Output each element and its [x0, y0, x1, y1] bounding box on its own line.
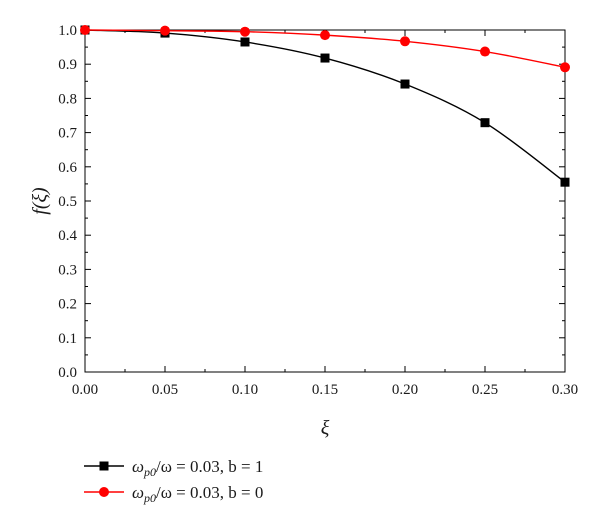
x-tick-label: 0.15 [312, 382, 338, 398]
data-point-circle [560, 62, 570, 73]
y-tick-label: 0.7 [58, 126, 77, 142]
x-axis-title: ξ [321, 417, 330, 439]
data-point-square [560, 177, 570, 187]
data-point-circle [80, 25, 90, 35]
data-point-circle [320, 30, 330, 41]
legend-label-subscript: p0 [143, 491, 156, 505]
y-tick-label: 0.2 [58, 297, 77, 313]
y-tick-label: 0.9 [58, 57, 77, 73]
y-tick-label: 1.0 [58, 23, 77, 39]
x-tick-label: 0.20 [392, 382, 418, 398]
data-point-circle [400, 36, 410, 47]
x-tick-label: 0.30 [552, 382, 578, 398]
y-tick-label: 0.5 [58, 194, 77, 210]
y-tick-label: 0.6 [58, 160, 77, 176]
series-2 [80, 25, 570, 73]
data-point-square [400, 79, 410, 89]
legend-item-2: ωp0/ω = 0.03, b = 0 [84, 483, 263, 505]
legend-label: ωp0/ω = 0.03, b = 1 [132, 457, 263, 479]
x-tick-label: 0.25 [472, 382, 498, 398]
legend-marker-square [99, 461, 109, 471]
series-1 [80, 25, 570, 187]
data-point-circle [160, 25, 170, 36]
x-tick-label: 0.05 [152, 382, 178, 398]
data-point-square [480, 118, 490, 128]
y-axis-ticks: 0.0 0.1 0.2 0.3 0.4 0.5 0.6 0.7 0.8 0.9 1.0 [58, 23, 565, 381]
series-layer [80, 25, 570, 187]
data-point-circle [480, 46, 490, 57]
y-tick-label: 0.8 [58, 91, 77, 107]
legend-label-rest: /ω = 0.03, b = 0 [156, 483, 263, 502]
legend-item-1: ωp0/ω = 0.03, b = 1 [84, 457, 263, 479]
y-tick-label: 0.4 [58, 228, 77, 244]
legend-label-subscript: p0 [143, 465, 156, 479]
y-axis-title: f(ξ) [29, 187, 51, 215]
legend-label-main: ω [132, 483, 144, 502]
plot-frame [84, 29, 566, 373]
legend-label-rest: /ω = 0.03, b = 1 [156, 457, 263, 476]
x-tick-label: 0.10 [232, 382, 258, 398]
legend-label: ωp0/ω = 0.03, b = 0 [132, 483, 263, 505]
x-tick-label: 0.00 [72, 382, 98, 398]
legend-label-main: ω [132, 457, 144, 476]
y-tick-label: 0.0 [58, 365, 77, 381]
data-point-circle [240, 26, 250, 37]
data-point-square [320, 53, 330, 63]
x-axis-ticks: 0.00 0.05 0.10 0.15 0.20 0.25 0.30 [72, 30, 578, 398]
legend-marker-circle [99, 487, 109, 497]
y-tick-label: 0.3 [58, 262, 77, 278]
y-tick-label: 0.1 [58, 331, 77, 347]
data-point-square [240, 37, 250, 47]
